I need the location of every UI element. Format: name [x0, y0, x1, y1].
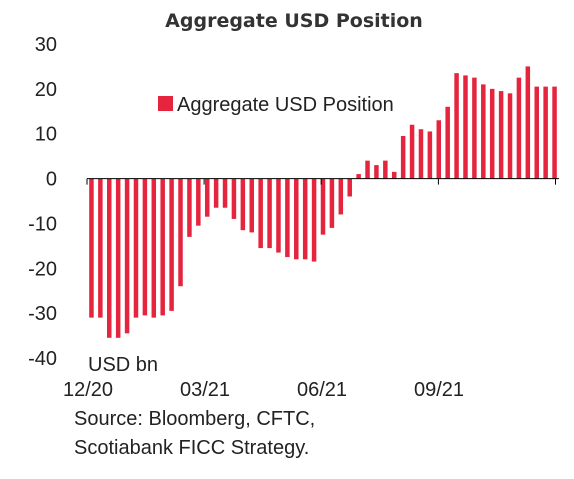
bar	[249, 178, 254, 233]
bar	[374, 165, 379, 179]
bar	[133, 178, 139, 318]
x-tick-label: 09/21	[414, 379, 464, 400]
bar	[196, 178, 201, 226]
bar	[427, 131, 433, 179]
bar	[285, 178, 290, 258]
bar	[507, 93, 513, 179]
bar	[231, 178, 237, 219]
x-tick-label: 12/20	[63, 379, 113, 400]
bar-series	[89, 66, 557, 338]
source-line-2: Scotiabank FICC Strategy.	[74, 437, 310, 459]
bar	[258, 178, 263, 249]
bar	[187, 178, 192, 237]
bar	[320, 178, 326, 235]
y-tick-label: 0	[46, 169, 57, 191]
bar	[98, 178, 103, 318]
bar	[142, 178, 148, 316]
legend-swatch	[158, 96, 173, 111]
chart-canvas: Aggregate USD Position 30 20 10 0 -10 -20 -30 -…	[28, 10, 559, 400]
bar	[169, 178, 174, 311]
x-tick-label: 03/21	[180, 379, 230, 400]
bar	[267, 178, 272, 249]
bar	[525, 66, 531, 179]
bar	[481, 84, 486, 179]
y-tick-label: 10	[35, 124, 57, 146]
bar	[454, 73, 459, 179]
bar	[498, 91, 504, 179]
bar	[115, 178, 121, 338]
bar	[436, 120, 442, 179]
y-tick-label: -10	[28, 213, 57, 235]
y-tick-label: 20	[35, 79, 57, 101]
bar	[409, 124, 415, 179]
source-line-1: Source: Bloomberg, CFTC,	[74, 408, 316, 430]
bar	[534, 86, 539, 179]
bar	[107, 178, 112, 338]
bar	[489, 88, 495, 179]
x-tick-label: 06/21	[297, 379, 347, 400]
y-tick-label: -20	[28, 258, 57, 280]
bar	[463, 75, 468, 179]
bar	[418, 129, 424, 179]
y-tick-label: 30	[35, 34, 57, 56]
legend: Aggregate USD Position	[158, 94, 394, 116]
bar	[365, 160, 370, 179]
y-tick-label: -30	[28, 303, 57, 325]
bar	[543, 86, 548, 179]
bar	[516, 77, 522, 179]
legend-label: Aggregate USD Position	[177, 94, 394, 116]
bar	[178, 178, 183, 287]
bar	[151, 178, 157, 318]
bar	[124, 178, 130, 334]
y-tick-label: -40	[28, 348, 57, 370]
bar	[240, 178, 246, 231]
x-axis-ticks: 12/20 03/21 06/21 09/21	[63, 178, 556, 400]
bar	[213, 178, 219, 208]
bar	[311, 178, 317, 262]
bar	[204, 178, 210, 217]
bar	[302, 178, 308, 260]
bar	[552, 86, 557, 179]
bar	[445, 106, 450, 179]
bar	[472, 77, 477, 179]
bar	[347, 178, 352, 197]
bar	[383, 160, 388, 179]
source-note: Source: Bloomberg, CFTC, Scotiabank FICC…	[74, 405, 534, 463]
bar	[276, 178, 281, 253]
bar	[400, 135, 406, 179]
bar	[338, 178, 344, 215]
bar	[89, 178, 94, 318]
bar	[356, 174, 361, 179]
bar	[294, 178, 299, 260]
y-axis-unit-label: USD bn	[88, 354, 158, 376]
bar	[160, 178, 165, 316]
y-axis-ticks: 30 20 10 0 -10 -20 -30 -40	[28, 34, 57, 370]
chart-title: Aggregate USD Position	[165, 10, 423, 32]
bar	[392, 171, 397, 179]
bar	[222, 178, 228, 208]
bar	[329, 178, 335, 228]
